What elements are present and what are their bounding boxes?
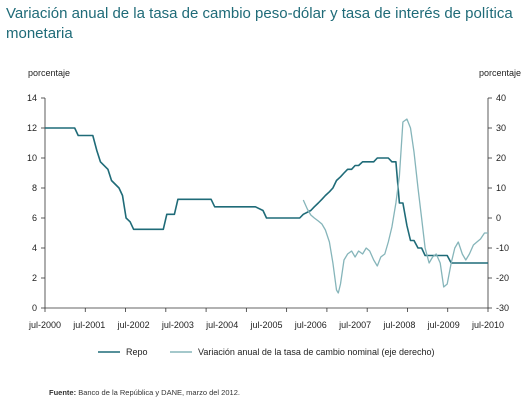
y-tick-label-left: 2 xyxy=(32,273,37,283)
axes: 0 2 4 6 8 10 12 14 -30 -20 -10 0 10 20 30 40 jul-2000 jul… xyxy=(27,93,509,330)
y-tick-label-left: 4 xyxy=(32,243,37,253)
y-tick-label-left: 14 xyxy=(27,93,37,103)
y-tick-label-right: -20 xyxy=(496,273,509,283)
x-tick-label: jul-2002 xyxy=(117,320,150,330)
y-tick-label-left: 12 xyxy=(27,123,37,133)
y-tick-label-right: 30 xyxy=(496,123,506,133)
source-label: Fuente: xyxy=(49,388,77,397)
y-tick-label-right: 10 xyxy=(496,183,506,193)
chart-title: Variación anual de la tasa de cambio pes… xyxy=(6,5,513,42)
y-axis-label-left: porcentaje xyxy=(28,68,70,78)
y-tick-label-right: -10 xyxy=(496,243,509,253)
x-tick-label: jul-2009 xyxy=(427,320,460,330)
y-axis-label-right: porcentaje xyxy=(479,68,521,78)
source-text: Banco de la República y DANE, marzo del … xyxy=(78,388,240,397)
x-tick-label: jul-2006 xyxy=(294,320,327,330)
series-line-repo xyxy=(45,127,488,264)
series-layer xyxy=(45,118,488,294)
x-tick-label: jul-2008 xyxy=(382,320,415,330)
x-tick-label: jul-2004 xyxy=(205,320,238,330)
y-tick-label-left: 6 xyxy=(32,213,37,223)
x-tick-label: jul-2005 xyxy=(249,320,282,330)
y-tick-label-left: 0 xyxy=(32,303,37,313)
source-note: Fuente: Banco de la República y DANE, ma… xyxy=(49,388,240,397)
x-tick-label: jul-2007 xyxy=(338,320,371,330)
legend: Repo Variación anual de la tasa de cambi… xyxy=(98,347,434,357)
y-tick-label-right: 40 xyxy=(496,93,506,103)
x-tick-label: jul-2010 xyxy=(471,320,504,330)
y-tick-label-right: 0 xyxy=(496,213,501,223)
y-tick-label-left: 8 xyxy=(32,183,37,193)
x-tick-label: jul-2001 xyxy=(72,320,105,330)
series-line-fx xyxy=(302,118,488,294)
y-tick-label-right: 20 xyxy=(496,153,506,163)
x-tick-label: jul-2003 xyxy=(161,320,194,330)
legend-label-repo: Repo xyxy=(126,347,148,357)
legend-label-fx: Variación anual de la tasa de cambio nom… xyxy=(198,347,434,357)
y-tick-label-right: -30 xyxy=(496,303,509,313)
x-tick-label: jul-2000 xyxy=(28,320,61,330)
y-tick-label-left: 10 xyxy=(27,153,37,163)
